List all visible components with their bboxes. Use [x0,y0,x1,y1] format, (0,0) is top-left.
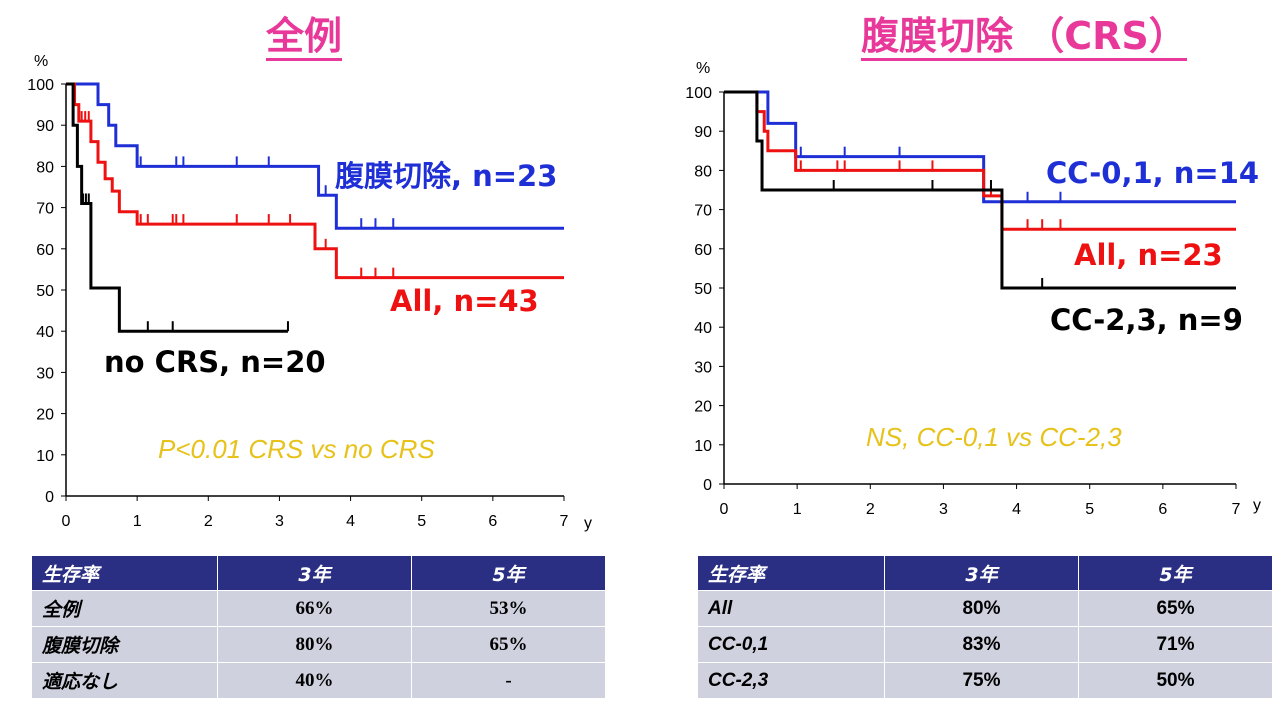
right-y-tick-label: 70 [694,203,712,220]
left-y-tick-label: 40 [36,324,54,341]
right-survival-curve-2 [724,90,1236,290]
left-x-tick-label: 2 [204,513,213,530]
right-x-tick-label: 2 [866,501,875,518]
table-cell: 66% [217,590,412,627]
left-x-tick-label: 3 [275,513,284,530]
table-cell: 80% [884,590,1079,627]
right-y-ticks: 0 10 20 30 40 50 60 70 80 90 100 [685,85,724,494]
table-row: 腹膜切除 80% 65% [31,626,606,663]
table-row: CC-2,3 75% 50% [697,662,1273,699]
table-row: All 80% 65% [697,590,1273,627]
right-x-tick-label: 4 [1012,501,1021,518]
left-x-ticks: 0 1 2 3 4 5 6 7 [62,496,569,530]
right-y-tick-label: 40 [694,320,712,337]
table-header-row: 生存率 3年 5年 [31,555,606,591]
right-y-tick-label: 30 [694,359,712,376]
left-survival-chart: % y 0 10 20 30 40 50 60 70 80 90 100 0 1 2 3 4 5 6 7 腹膜切除… [27,53,592,532]
right-x-unit: y [1253,497,1261,514]
table-cell: 適応なし [31,662,218,699]
table-header-cell: 3年 [884,555,1079,591]
right-chart-title: 腹膜切除 （CRS） [861,14,1187,61]
left-significance-note: P<0.01 CRS vs no CRS [158,434,435,464]
right-y-tick-label: 90 [694,124,712,141]
table-cell: 50% [1078,662,1273,699]
table-header-cell: 3年 [217,555,412,591]
table-cell: 75% [884,662,1079,699]
right-x-tick-label: 5 [1085,501,1094,518]
table-row: 適応なし 40% - [31,662,606,699]
table-cell: 80% [217,626,412,663]
left-x-tick-label: 7 [560,513,569,530]
left-x-tick-label: 4 [346,513,355,530]
left-chart-title: 全例 [266,14,343,61]
right-y-tick-label: 20 [694,399,712,416]
table-cell: 71% [1078,626,1273,663]
table-header-cell: 5年 [1078,555,1273,591]
left-x-tick-label: 0 [62,513,71,530]
left-y-tick-label: 70 [36,201,54,218]
left-y-tick-label: 0 [45,489,54,506]
right-survival-table: 生存率 3年 5年 All 80% 65% CC-0,1 83% 71% CC-… [697,555,1273,699]
right-x-tick-label: 6 [1158,501,1167,518]
table-cell: 83% [884,626,1079,663]
table-cell: CC-2,3 [697,662,885,699]
table-cell: All [697,590,885,627]
left-series-label-crs: 腹膜切除, n=23 [335,159,557,193]
left-y-tick-label: 80 [36,159,54,176]
right-y-tick-label: 100 [685,85,712,102]
table-cell: 40% [217,662,412,699]
right-series-label-cc23: CC-2,3, n=9 [1050,303,1243,337]
right-x-tick-label: 0 [720,501,729,518]
left-series-label-all: All, n=43 [390,284,539,318]
table-row: 全例 66% 53% [31,590,606,627]
left-x-tick-label: 5 [417,513,426,530]
right-curves [724,90,1236,290]
left-y-unit: % [34,53,48,70]
table-cell: 65% [411,626,606,663]
left-y-ticks: 0 10 20 30 40 50 60 70 80 90 100 [27,77,66,506]
right-x-tick-label: 3 [939,501,948,518]
left-y-tick-label: 100 [27,77,54,94]
table-header-cell: 5年 [411,555,606,591]
left-y-tick-label: 60 [36,242,54,259]
table-cell: - [411,662,606,699]
table-header-row: 生存率 3年 5年 [697,555,1273,591]
right-x-tick-label: 7 [1232,501,1241,518]
table-cell: 65% [1078,590,1273,627]
left-survival-table: 生存率 3年 5年 全例 66% 53% 腹膜切除 80% 65% 適応なし 4… [31,555,606,699]
right-y-tick-label: 0 [703,477,712,494]
right-series-label-all: All, n=23 [1074,238,1223,272]
left-x-tick-label: 6 [488,513,497,530]
left-survival-curve-0 [66,82,564,230]
left-survival-curve-1 [66,82,564,280]
left-y-tick-label: 90 [36,118,54,135]
right-y-tick-label: 50 [694,281,712,298]
table-header-cell: 生存率 [31,555,218,591]
right-y-unit: % [696,60,710,77]
right-y-tick-label: 10 [694,438,712,455]
left-survival-curve-2 [66,82,288,333]
left-x-unit: y [584,515,592,532]
table-header-cell: 生存率 [697,555,885,591]
right-survival-chart: % y 0 10 20 30 40 50 60 70 80 90 100 0 1 2 3 4 5 6 7 CC-0… [685,60,1261,518]
right-y-tick-label: 60 [694,242,712,259]
left-y-tick-label: 20 [36,407,54,424]
table-cell: 全例 [31,590,218,627]
table-cell: 腹膜切除 [31,626,218,663]
right-y-tick-label: 80 [694,163,712,180]
left-y-tick-label: 10 [36,448,54,465]
left-curves [66,82,564,333]
table-cell: CC-0,1 [697,626,885,663]
left-x-tick-label: 1 [133,513,142,530]
right-series-label-cc01: CC-0,1, n=14 [1046,156,1259,190]
right-significance-note: NS, CC-0,1 vs CC-2,3 [866,422,1122,452]
left-series-label-no-crs: no CRS, n=20 [104,345,326,379]
left-y-tick-label: 50 [36,283,54,300]
left-y-tick-label: 30 [36,365,54,382]
right-x-tick-label: 1 [793,501,802,518]
table-cell: 53% [411,590,606,627]
table-row: CC-0,1 83% 71% [697,626,1273,663]
right-x-ticks: 0 1 2 3 4 5 6 7 [720,484,1241,518]
